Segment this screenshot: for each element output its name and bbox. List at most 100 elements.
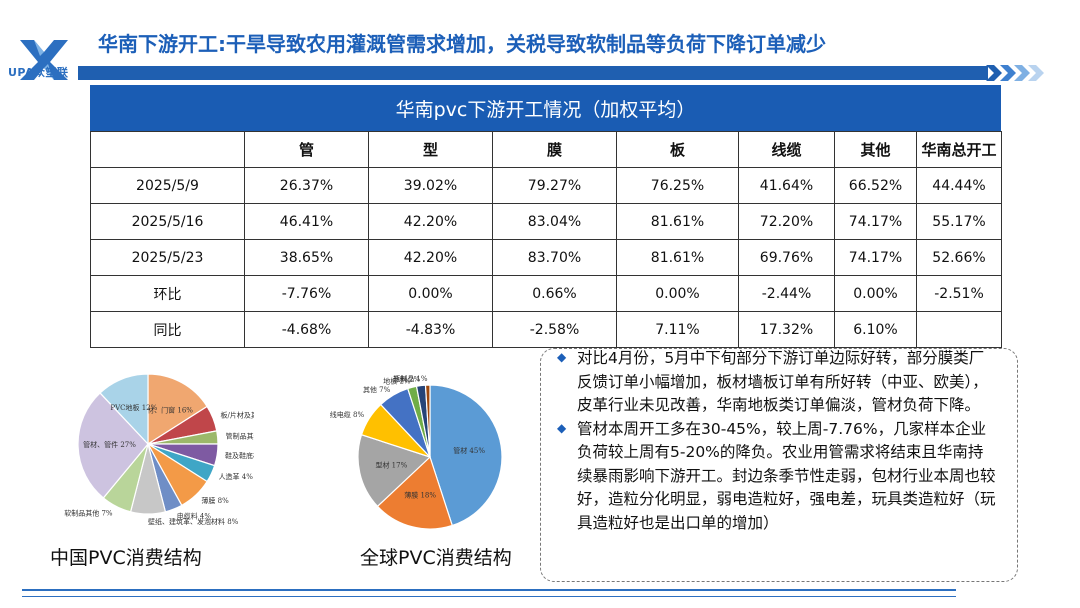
table-cell: 44.44% [916, 167, 1002, 204]
pie-slice [429, 384, 503, 527]
table-cell: -2.44% [738, 275, 835, 312]
pie-slice-label: 管制品其他 3% [226, 432, 254, 441]
table-cell: 42.20% [368, 203, 493, 240]
table-cell: 2025/5/23 [90, 239, 245, 276]
table-cell: 83.04% [492, 203, 617, 240]
column-header [90, 131, 245, 168]
upa-logo-icon [20, 40, 68, 80]
table-cell: -2.51% [916, 275, 1002, 312]
pie-slice-label: 型材 17% [375, 461, 407, 470]
table-row: 2025/5/16 46.41% 42.20% 83.04% 81.61% 72… [90, 203, 1002, 240]
column-header: 华南总开工 [916, 131, 1002, 168]
table-cell: 同比 [90, 311, 245, 348]
table-title: 华南pvc下游开工情况（加权平均） [90, 85, 1001, 131]
pie-slice [147, 373, 208, 446]
logo-text: UPA众塑联 [8, 66, 69, 79]
table-cell: 2025/5/9 [90, 167, 245, 204]
list-item: ◆ 对比4月份，5月中下旬部分下游订单边际好转，部分膜类厂反馈订单小幅增加，板材… [557, 347, 997, 418]
table-cell: 42.20% [368, 239, 493, 276]
table-cell: 74.17% [834, 239, 917, 276]
table-cell: 0.00% [616, 275, 739, 312]
pie-slice-label: 鞋及鞋底材料 5% [225, 451, 254, 460]
pie-slice [376, 455, 454, 530]
chevron-right-icon [986, 65, 1044, 81]
table-cell: 66.52% [834, 167, 917, 204]
column-header: 其他 [834, 131, 917, 168]
footer-rule-thin [22, 596, 956, 597]
global-pvc-pie-chart: 管材 45% 薄膜 18% 型材 17% 电线电缆 8% 其他 7%地板 2%涂料 2%… [330, 374, 503, 530]
pie-slice-label: 电线电缆 8% [330, 410, 364, 419]
column-header: 管 [244, 131, 369, 168]
list-item: ◆ 管材本周开工多在30-45%，较上周-7.76%，几家样本企业负荷较上周有5… [557, 418, 997, 536]
bullet-text: 对比4月份，5月中下旬部分下游订单边际好转，部分膜类厂反馈订单小幅增加，板材墙板… [577, 349, 988, 414]
table-cell: 81.61% [616, 203, 739, 240]
pie-slice-label: 型材、门窗 16% [140, 405, 193, 414]
table-cell [916, 311, 1002, 348]
pie-slice-label: PVC地板 12% [110, 403, 157, 412]
table-cell: 39.02% [368, 167, 493, 204]
global-pie-title: 全球PVC消费结构 [360, 547, 512, 569]
pie-slice-label: 涂料 2% [393, 375, 421, 384]
china-pie-title: 中国PVC消费结构 [50, 547, 202, 569]
table-cell: 0.66% [492, 275, 617, 312]
commentary-box [540, 348, 1018, 582]
pie-slice-label: 其他 7% [363, 385, 391, 394]
pie-slice-label: 地板 2% [383, 376, 411, 385]
table-cell: 55.17% [916, 203, 1002, 240]
pie-slice [424, 384, 431, 458]
table-cell: 26.37% [244, 167, 369, 204]
page-title: 华南下游开工:干旱导致农用灌溉管需求增加，关税导致软制品等负荷下降订单减少 [98, 32, 826, 56]
table-cell: 69.76% [738, 239, 835, 276]
table-cell: 52.66% [916, 239, 1002, 276]
table-row: 2025/5/9 26.37% 39.02% 79.27% 76.25% 41.… [90, 167, 1002, 204]
commentary-list: ◆ 对比4月份，5月中下旬部分下游订单边际好转，部分膜类厂反馈订单小幅增加，板材… [557, 347, 997, 535]
table-cell: 17.32% [738, 311, 835, 348]
table-cell: 76.25% [616, 167, 739, 204]
pie-slice-label: 电缆料 4% [177, 512, 212, 521]
table-cell: 79.27% [492, 167, 617, 204]
table-cell: 7.11% [616, 311, 739, 348]
table-cell: -4.83% [368, 311, 493, 348]
table-cell: 41.64% [738, 167, 835, 204]
pie-slice-label: 人造革 4% [219, 472, 254, 481]
diamond-bullet-icon: ◆ [557, 420, 567, 435]
table-cell: 0.00% [834, 275, 917, 312]
operating-rate-table: 华南pvc下游开工情况（加权平均） 管 型 膜 板 线缆 其他 华南总开工 20… [90, 85, 1002, 348]
pie-slice-label: 薄膜 8% [201, 496, 229, 505]
pie-slice-label: 软制品其他 7% [64, 508, 113, 517]
table-row: 环比 -7.76% 0.00% 0.66% 0.00% -2.44% 0.00%… [90, 275, 1002, 312]
diamond-bullet-icon: ◆ [557, 350, 567, 364]
column-header: 型 [368, 131, 493, 168]
table-cell: -4.68% [244, 311, 369, 348]
table-cell: 72.20% [738, 203, 835, 240]
header-bar [78, 66, 988, 80]
bullet-text: 管材本周开工多在30-45%，较上周-7.76%，几家样本企业负荷较上周有5-2… [577, 419, 996, 532]
pie-slice [77, 392, 149, 499]
table-row: 2025/5/23 38.65% 42.20% 83.70% 81.61% 69… [90, 239, 1002, 276]
pie-slice-label: 壁纸、建筑革、发泡材料 8% [148, 517, 239, 526]
pie-slice-label: 薄膜 18% [404, 490, 436, 499]
pie-slice-label: 板/片材及其他型材 6% [221, 410, 254, 419]
pie-slice-label: 管材 45% [453, 446, 485, 455]
pie-slice-label: 瓶制品 1% [393, 374, 428, 383]
table-cell: 83.70% [492, 239, 617, 276]
pie-slice [99, 373, 149, 446]
table-cell: 46.41% [244, 203, 369, 240]
table-cell: 74.17% [834, 203, 917, 240]
table-cell: 0.00% [368, 275, 493, 312]
pie-slice-label: 管材、管件 27% [83, 440, 136, 449]
table-header-row: 管 型 膜 板 线缆 其他 华南总开工 [90, 131, 1002, 168]
table-row: 同比 -4.68% -4.83% -2.58% 7.11% 17.32% 6.1… [90, 311, 1002, 348]
table-cell: 6.10% [834, 311, 917, 348]
column-header: 膜 [492, 131, 617, 168]
table-cell: -2.58% [492, 311, 617, 348]
column-header: 板 [616, 131, 739, 168]
footer-rule [22, 589, 956, 591]
table-cell: 2025/5/16 [90, 203, 245, 240]
table-cell: 81.61% [616, 239, 739, 276]
pie-slice [357, 433, 432, 508]
china-pvc-pie-chart: 型材、门窗 16% 板/片材及其他型材 6% 管制品其他 3% 鞋及鞋底材料 5% 人造… [64, 373, 254, 526]
column-header: 线缆 [738, 131, 835, 168]
table-cell: 38.65% [244, 239, 369, 276]
table-cell: -7.76% [244, 275, 369, 312]
